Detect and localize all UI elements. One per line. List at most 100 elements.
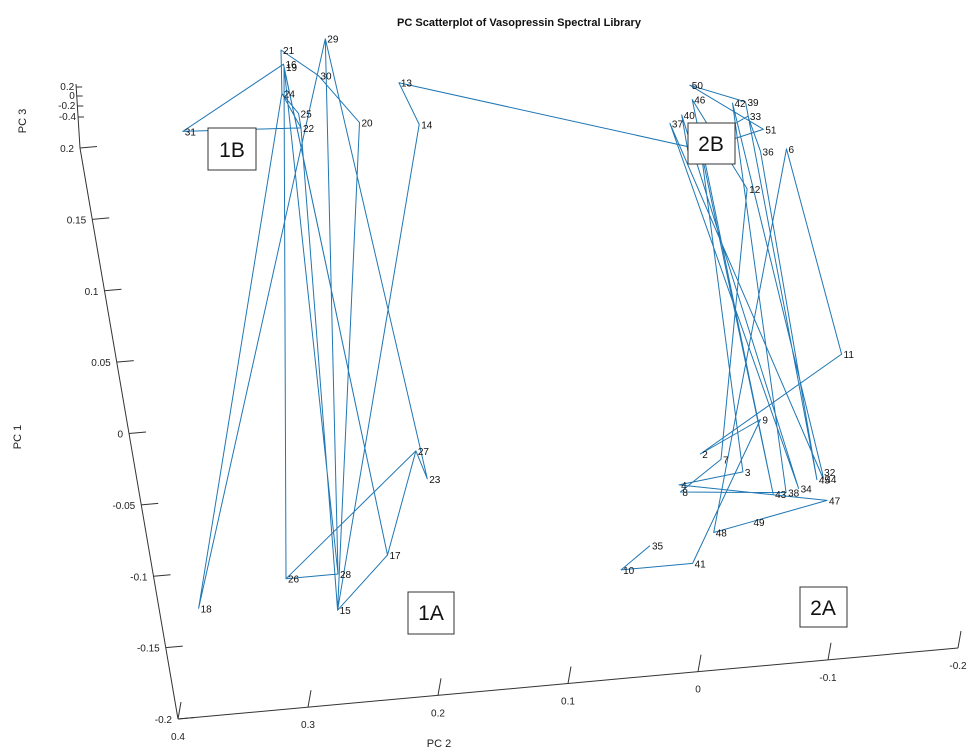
point-label-21: 21: [283, 46, 295, 57]
point-label-22: 22: [303, 124, 315, 135]
pc3-ticks: 0.20-0.2-0.4: [58, 82, 85, 123]
point-label-32: 32: [824, 468, 836, 479]
axes: -0.2 -0.15 -0.1 -0.05 0 0.05 0.1 0.15 0.2 0.4 0.3…: [12, 82, 967, 750]
point-label-27: 27: [418, 447, 430, 458]
point-label-24: 24: [284, 89, 296, 100]
pc1-tick-mark: [128, 431, 147, 434]
pc1-tick-mark: [116, 360, 134, 363]
pc1-tick-mark: [141, 502, 159, 506]
pc2-tick-label: 0: [695, 685, 701, 696]
point-label-12: 12: [749, 185, 761, 196]
pc2-tick-mark: [307, 690, 312, 708]
annotation-2b: 2B: [687, 122, 736, 165]
point-label-35: 35: [652, 542, 664, 553]
pc1-tick-label: 0.1: [85, 287, 99, 298]
point-label-3: 3: [745, 468, 751, 479]
pc1-tick-label: 0: [117, 430, 123, 441]
point-label-48: 48: [716, 529, 728, 540]
pc1-tick-label: -0.05: [112, 501, 135, 512]
pc2-tick-label: 0.4: [171, 732, 185, 743]
pc1-tick-mark: [165, 645, 183, 649]
point-label-2: 2: [702, 450, 708, 461]
point-label-29: 29: [327, 35, 339, 46]
pc1-tick-label: 0.2: [60, 144, 74, 155]
point-label-28: 28: [340, 570, 352, 581]
point-label-41: 41: [695, 559, 707, 570]
point-label-43: 43: [775, 490, 787, 501]
point-label-46: 46: [694, 96, 706, 107]
point-label-7: 7: [723, 455, 729, 466]
point-label-17: 17: [390, 551, 402, 562]
pc2-tick-mark: [957, 630, 962, 649]
point-label-31: 31: [185, 127, 197, 138]
point-label-39: 39: [747, 98, 759, 109]
point-label-16: 16: [285, 60, 297, 71]
point-label-14: 14: [421, 120, 433, 131]
pc1-ticks: -0.2 -0.15 -0.1 -0.05 0 0.05 0.1 0.15 0.2: [60, 144, 196, 726]
point-label-42: 42: [734, 99, 746, 110]
svg-text:1A: 1A: [418, 602, 444, 625]
pc1-tick-mark: [177, 717, 196, 720]
chart-title: PC Scatterplot of Vasopressin Spectral L…: [397, 17, 642, 29]
point-label-19: 19: [286, 63, 298, 74]
point-label-33: 33: [750, 112, 762, 123]
pc2-tick-mark: [177, 701, 182, 720]
point-label-15: 15: [340, 606, 352, 617]
point-label-23: 23: [429, 475, 441, 486]
point-label-34: 34: [801, 485, 813, 496]
svg-text:1B: 1B: [219, 139, 245, 162]
pc2-tick-label: -0.1: [819, 673, 837, 684]
series-line: [182, 38, 843, 611]
pc1-axis-label: PC 1: [12, 425, 24, 449]
pc3-axis-label: PC 3: [17, 109, 29, 133]
pc2-tick-label: 0.2: [431, 708, 445, 719]
pc2-tick-mark: [567, 666, 572, 684]
pc3-axis-line: [75, 83, 81, 149]
point-label-44: 44: [825, 475, 837, 486]
pc3-tick-label: -0.2: [58, 101, 76, 112]
point-label-6: 6: [789, 145, 795, 156]
point-label-11: 11: [844, 350, 855, 361]
pc3-tick-label: 0.2: [60, 82, 74, 93]
point-label-38: 38: [788, 489, 800, 500]
point-label-26: 26: [288, 575, 300, 586]
point-label-40: 40: [684, 111, 696, 122]
annotation-1a: 1A: [407, 591, 455, 635]
point-label-47: 47: [829, 496, 841, 507]
pc3-tick-label: -0.4: [59, 112, 77, 123]
annotation-1b: 1B: [207, 127, 257, 171]
pc3-tick-label: 0: [69, 91, 75, 102]
point-label-51: 51: [765, 125, 777, 136]
point-label-50: 50: [692, 81, 704, 92]
svg-text:2A: 2A: [810, 597, 836, 620]
point-label-9: 9: [762, 416, 768, 427]
svg-text:2B: 2B: [698, 133, 724, 156]
pc1-tick-label: -0.2: [155, 715, 173, 726]
point-label-45: 45: [819, 476, 831, 487]
point-label-10: 10: [623, 566, 635, 577]
point-labels-group: 1234567891011121314151617181920212223242…: [185, 35, 855, 618]
series-group: [182, 38, 843, 611]
pc1-tick-label: 0.05: [91, 358, 111, 369]
point-label-36: 36: [763, 147, 775, 158]
pc1-tick-label: -0.1: [130, 572, 148, 583]
point-label-8: 8: [682, 488, 688, 499]
pc2-tick-mark: [437, 678, 442, 696]
annotation-2a: 2A: [799, 586, 848, 628]
pc2-tick-label: -0.2: [949, 661, 967, 672]
pc1-tick-label: 0.15: [67, 215, 87, 226]
pc2-ticks: 0.4 0.3 0.2 0.1 0 -0.1 -0.2: [171, 630, 967, 743]
point-label-30: 30: [320, 72, 332, 83]
pc1-tick-mark: [79, 146, 98, 149]
point-label-37: 37: [672, 119, 684, 130]
pc2-tick-mark: [827, 642, 832, 660]
point-label-20: 20: [362, 119, 374, 130]
point-label-4: 4: [681, 481, 687, 492]
pc2-tick-label: 0.3: [301, 720, 315, 731]
pc2-tick-label: 0.1: [561, 697, 575, 708]
point-label-18: 18: [201, 604, 213, 615]
point-label-25: 25: [301, 110, 313, 121]
pc2-tick-mark: [697, 654, 702, 672]
pc1-tick-mark: [153, 574, 171, 577]
